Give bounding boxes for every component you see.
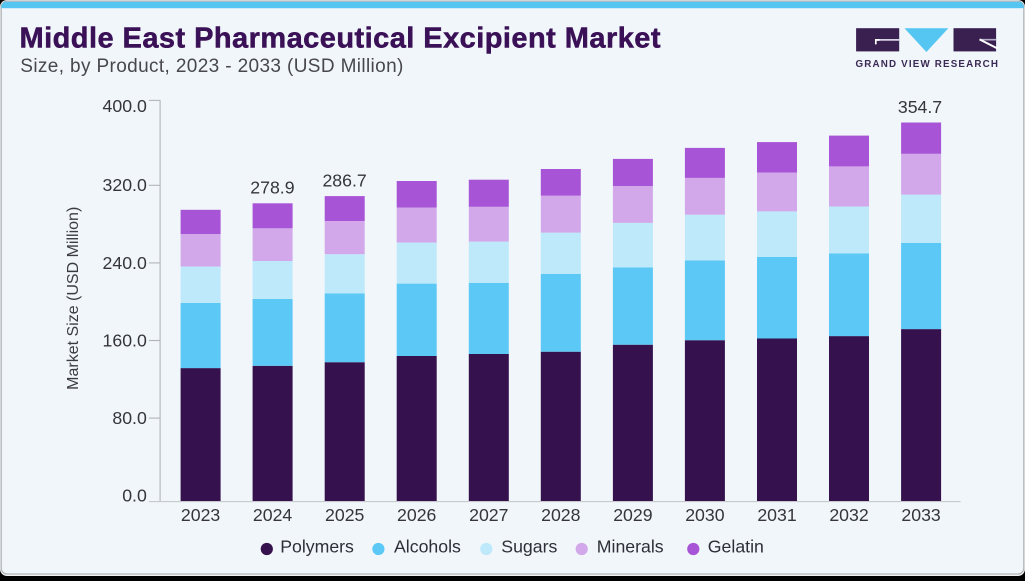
svg-text:80.0: 80.0 [112,408,147,428]
svg-text:2032: 2032 [829,505,868,525]
svg-text:2025: 2025 [325,505,365,525]
svg-text:Alcohols: Alcohols [394,536,461,556]
svg-text:Sugars: Sugars [501,536,557,556]
svg-text:286.7: 286.7 [322,171,366,191]
svg-text:Polymers: Polymers [280,536,354,556]
svg-text:2027: 2027 [469,505,508,525]
svg-text:2024: 2024 [253,505,293,525]
svg-text:2023: 2023 [181,505,221,525]
svg-text:400.0: 400.0 [103,96,147,116]
svg-text:2026: 2026 [397,505,437,525]
svg-text:2031: 2031 [757,505,796,525]
svg-text:278.9: 278.9 [250,178,294,198]
svg-text:0.0: 0.0 [122,486,147,506]
svg-text:2029: 2029 [613,505,652,525]
svg-text:2028: 2028 [541,505,581,525]
svg-text:160.0: 160.0 [103,330,147,350]
svg-text:Minerals: Minerals [597,536,664,556]
svg-text:Middle East Pharmaceutical Exc: Middle East Pharmaceutical Excipient Mar… [20,22,661,54]
svg-text:Size, by Product, 2023 - 2033: Size, by Product, 2023 - 2033 (USD Milli… [20,56,403,77]
svg-text:Gelatin: Gelatin [708,536,764,556]
svg-text:2030: 2030 [685,505,725,525]
svg-text:320.0: 320.0 [103,175,147,195]
svg-text:240.0: 240.0 [103,253,147,273]
svg-text:354.7: 354.7 [898,97,942,117]
svg-text:GRAND VIEW RESEARCH: GRAND VIEW RESEARCH [856,59,1000,70]
svg-text:Market Size (USD Million): Market Size (USD Million) [65,207,82,390]
svg-text:2033: 2033 [901,505,941,525]
